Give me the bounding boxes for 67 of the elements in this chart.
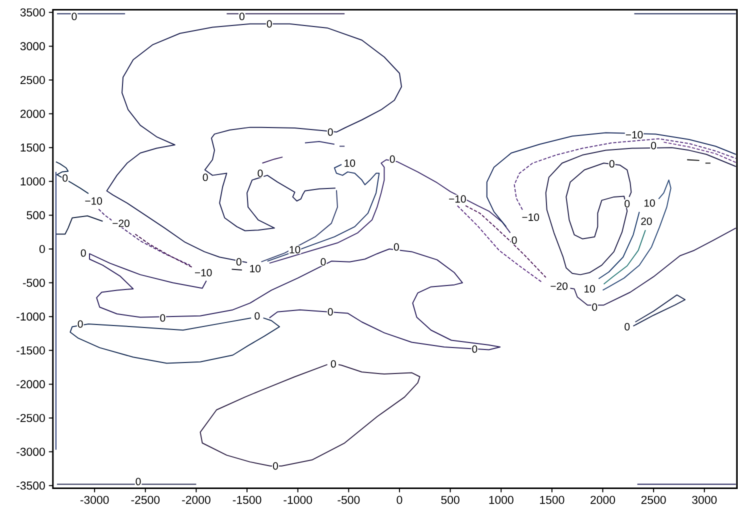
y-tick-label: -3000 — [16, 448, 45, 456]
x-tick-label: 2500 — [641, 496, 666, 504]
y-tick-label: 1500 — [20, 144, 45, 152]
annotation: 0 — [160, 314, 166, 322]
annotation: 0 — [651, 142, 656, 150]
x-tick-label: -500 — [338, 496, 360, 504]
y-tick-label: 2500 — [20, 76, 45, 84]
x-tick-label: -1500 — [232, 496, 262, 504]
annotation: 0 — [328, 128, 333, 136]
annotation: 0 — [254, 312, 260, 320]
y-tick-label: -1000 — [16, 312, 45, 321]
y-tick-label: 500 — [26, 211, 45, 220]
annotation: 0 — [239, 12, 244, 20]
annotation: 0 — [624, 323, 630, 330]
x-tick-label: 2000 — [590, 496, 616, 504]
annotation: 10 — [250, 264, 261, 272]
y-tick-label: 1000 — [20, 177, 45, 186]
annotation: 0 — [624, 200, 630, 208]
y-tick-label: -2000 — [16, 380, 45, 388]
x-tick-label: -2000 — [182, 496, 210, 504]
annotation: 10 — [644, 199, 655, 207]
x-tick-label: 1500 — [540, 496, 564, 504]
annotation: 0 — [272, 462, 278, 470]
y-tick-label: 0 — [39, 244, 45, 254]
annotation: 20 — [641, 218, 652, 225]
annotation: 0 — [330, 360, 336, 368]
annotation: −10 — [449, 195, 466, 203]
annotation: 0 — [72, 12, 77, 20]
annotation: −10 — [194, 268, 212, 276]
annotation: 0 — [512, 236, 517, 244]
y-tick-label: -3500 — [16, 482, 45, 490]
annotation: 0 — [80, 249, 86, 257]
y-tick-label: -500 — [22, 278, 45, 287]
annotation: 0 — [136, 478, 141, 486]
annotation: 0 — [394, 243, 399, 251]
annotation: −10 — [626, 131, 643, 138]
annotation: 0 — [236, 258, 242, 266]
x-tick-label: -2500 — [131, 496, 160, 504]
annotation: 0 — [202, 174, 208, 182]
annotation: −10 — [85, 197, 102, 205]
annotation: 0 — [609, 160, 614, 168]
annotation: −20 — [112, 220, 130, 228]
annotation: 10 — [290, 246, 300, 254]
x-tick-label: -1000 — [284, 496, 312, 504]
y-tick-label: 3500 — [20, 8, 45, 16]
annotation: −10 — [522, 214, 540, 221]
y-tick-label: 3000 — [20, 42, 45, 50]
annotation: 0 — [62, 174, 68, 182]
annotation: 0 — [258, 170, 263, 177]
x-tick-label: -3000 — [80, 496, 109, 504]
x-tick-label: 0 — [396, 496, 402, 504]
annotation: 0 — [592, 303, 598, 311]
y-tick-label: -1500 — [16, 346, 45, 354]
annotation: 0 — [320, 258, 326, 266]
annotation: 10 — [344, 159, 356, 167]
x-tick-label: 500 — [441, 496, 460, 504]
annotation: 10 — [584, 285, 595, 293]
annotation: 0 — [266, 20, 272, 28]
y-tick-label: 2000 — [20, 110, 45, 118]
annotation: 0 — [390, 155, 395, 163]
annotation: 0 — [78, 320, 83, 328]
y-tick-label: -2500 — [16, 414, 45, 422]
annotation: 0 — [472, 345, 478, 353]
annotation: −20 — [550, 282, 568, 290]
x-tick-label: 3000 — [692, 496, 717, 504]
x-tick-label: 1000 — [489, 496, 514, 504]
annotation: 0 — [328, 308, 333, 316]
